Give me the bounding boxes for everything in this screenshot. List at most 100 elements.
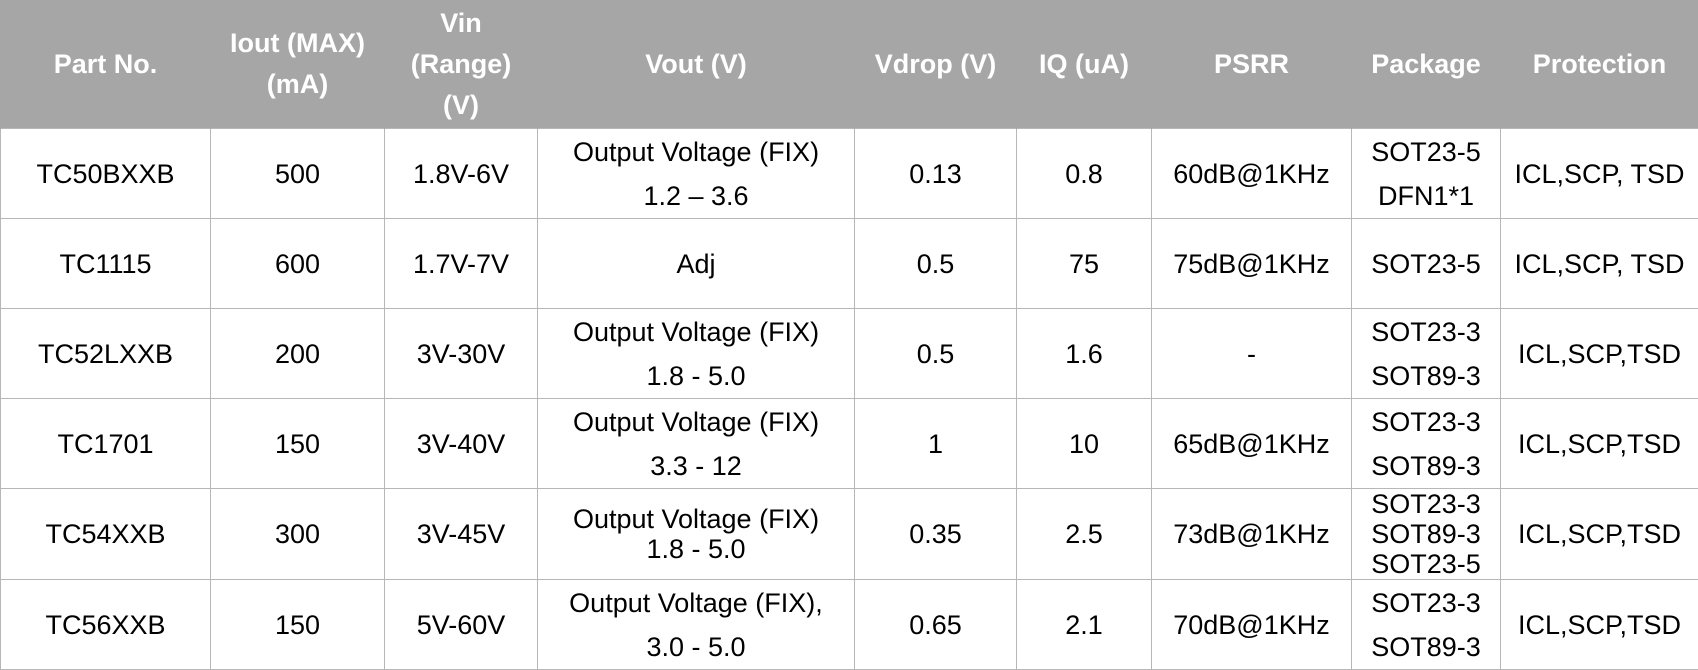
table-cell-iq: 75 [1017, 219, 1152, 309]
cell-text: 0.5 [855, 332, 1016, 376]
column-header-iq: IQ (uA) [1017, 0, 1152, 129]
table-cell-vin-range: 3V-30V [385, 309, 538, 399]
table-cell-protection: ICL,SCP,TSD [1501, 489, 1698, 580]
cell-text: 2.1 [1017, 603, 1151, 647]
column-header-line: IQ (uA) [1017, 44, 1151, 85]
table-cell-psrr: 65dB@1KHz [1152, 399, 1352, 489]
cell-text: TC1115 [1, 242, 210, 286]
cell-text: TC1701 [1, 422, 210, 466]
cell-text: 1.7V-7V [385, 242, 537, 286]
table-cell-iout-max: 150 [211, 399, 385, 489]
column-header-protection: Protection [1501, 0, 1698, 129]
cell-text: 0.13 [855, 152, 1016, 196]
cell-text: SOT23-5 [1352, 242, 1500, 286]
cell-text: 1.8 - 5.0 [538, 534, 854, 564]
column-header-line: Protection [1501, 44, 1698, 85]
table-cell-vdrop: 0.5 [855, 309, 1017, 399]
column-header-line: Vin [385, 3, 537, 44]
table-cell-protection: ICL,SCP,TSD [1501, 309, 1698, 399]
column-header-line: (Range) [385, 44, 537, 85]
column-header-iout-max: Iout (MAX)(mA) [211, 0, 385, 129]
cell-text: 600 [211, 242, 384, 286]
table-cell-psrr: - [1152, 309, 1352, 399]
cell-text: TC52LXXB [1, 332, 210, 376]
cell-text: Output Voltage (FIX), [538, 581, 854, 625]
table-cell-vin-range: 1.7V-7V [385, 219, 538, 309]
cell-text: 3V-30V [385, 332, 537, 376]
table-cell-vout: Adj [538, 219, 855, 309]
cell-text: 150 [211, 422, 384, 466]
table-cell-vout: Output Voltage (FIX)1.8 - 5.0 [538, 309, 855, 399]
table-cell-vout: Output Voltage (FIX)1.2 – 3.6 [538, 129, 855, 219]
cell-text: 0.5 [855, 242, 1016, 286]
column-header-line: (mA) [211, 64, 384, 105]
cell-text: SOT23-5 [1352, 549, 1500, 579]
cell-text: Output Voltage (FIX) [538, 310, 854, 354]
table-cell-iq: 2.5 [1017, 489, 1152, 580]
cell-text: SOT23-3 [1352, 310, 1500, 354]
table-cell-part-no: TC52LXXB [1, 309, 211, 399]
cell-text: 73dB@1KHz [1152, 512, 1351, 556]
table-cell-package: SOT23-5 [1352, 219, 1501, 309]
table-header: Part No.Iout (MAX)(mA)Vin(Range)(V)Vout … [1, 0, 1698, 129]
table-cell-protection: ICL,SCP,TSD [1501, 399, 1698, 489]
cell-text: 65dB@1KHz [1152, 422, 1351, 466]
cell-text: 500 [211, 152, 384, 196]
cell-text: 75 [1017, 242, 1151, 286]
cell-text: 3V-45V [385, 512, 537, 556]
column-header-line: Part No. [1, 44, 210, 85]
table-cell-vdrop: 0.35 [855, 489, 1017, 580]
column-header-vout: Vout (V) [538, 0, 855, 129]
cell-text: SOT23-5 [1352, 130, 1500, 174]
table-cell-iq: 0.8 [1017, 129, 1152, 219]
cell-text: 75dB@1KHz [1152, 242, 1351, 286]
table-cell-part-no: TC1701 [1, 399, 211, 489]
table-cell-iout-max: 600 [211, 219, 385, 309]
cell-text: SOT89-3 [1352, 444, 1500, 488]
cell-text: 3.3 - 12 [538, 444, 854, 488]
table-cell-part-no: TC1115 [1, 219, 211, 309]
column-header-line: Vout (V) [538, 44, 854, 85]
table-cell-vdrop: 0.13 [855, 129, 1017, 219]
column-header-vdrop: Vdrop (V) [855, 0, 1017, 129]
cell-text: TC56XXB [1, 603, 210, 647]
column-header-line: Iout (MAX) [211, 23, 384, 64]
cell-text: 150 [211, 603, 384, 647]
column-header-line: Vdrop (V) [855, 44, 1016, 85]
cell-text: SOT23-3 [1352, 489, 1500, 519]
cell-text: 0.65 [855, 603, 1016, 647]
table-cell-part-no: TC56XXB [1, 580, 211, 670]
column-header-line: (V) [385, 85, 537, 126]
cell-text: Output Voltage (FIX) [538, 400, 854, 444]
table-cell-psrr: 70dB@1KHz [1152, 580, 1352, 670]
cell-text: SOT89-3 [1352, 354, 1500, 398]
cell-text: 1 [855, 422, 1016, 466]
cell-text: ICL,SCP, TSD [1501, 242, 1698, 286]
table-cell-psrr: 75dB@1KHz [1152, 219, 1352, 309]
table-cell-iq: 1.6 [1017, 309, 1152, 399]
cell-text: 5V-60V [385, 603, 537, 647]
cell-text: 70dB@1KHz [1152, 603, 1351, 647]
table-cell-vdrop: 0.5 [855, 219, 1017, 309]
table-cell-vin-range: 3V-40V [385, 399, 538, 489]
cell-text: SOT23-3 [1352, 400, 1500, 444]
column-header-vin-range: Vin(Range)(V) [385, 0, 538, 129]
cell-text: 0.35 [855, 512, 1016, 556]
cell-text: ICL,SCP,TSD [1501, 512, 1698, 556]
cell-text: - [1152, 332, 1351, 376]
header-row: Part No.Iout (MAX)(mA)Vin(Range)(V)Vout … [1, 0, 1698, 129]
cell-text: SOT89-3 [1352, 625, 1500, 669]
